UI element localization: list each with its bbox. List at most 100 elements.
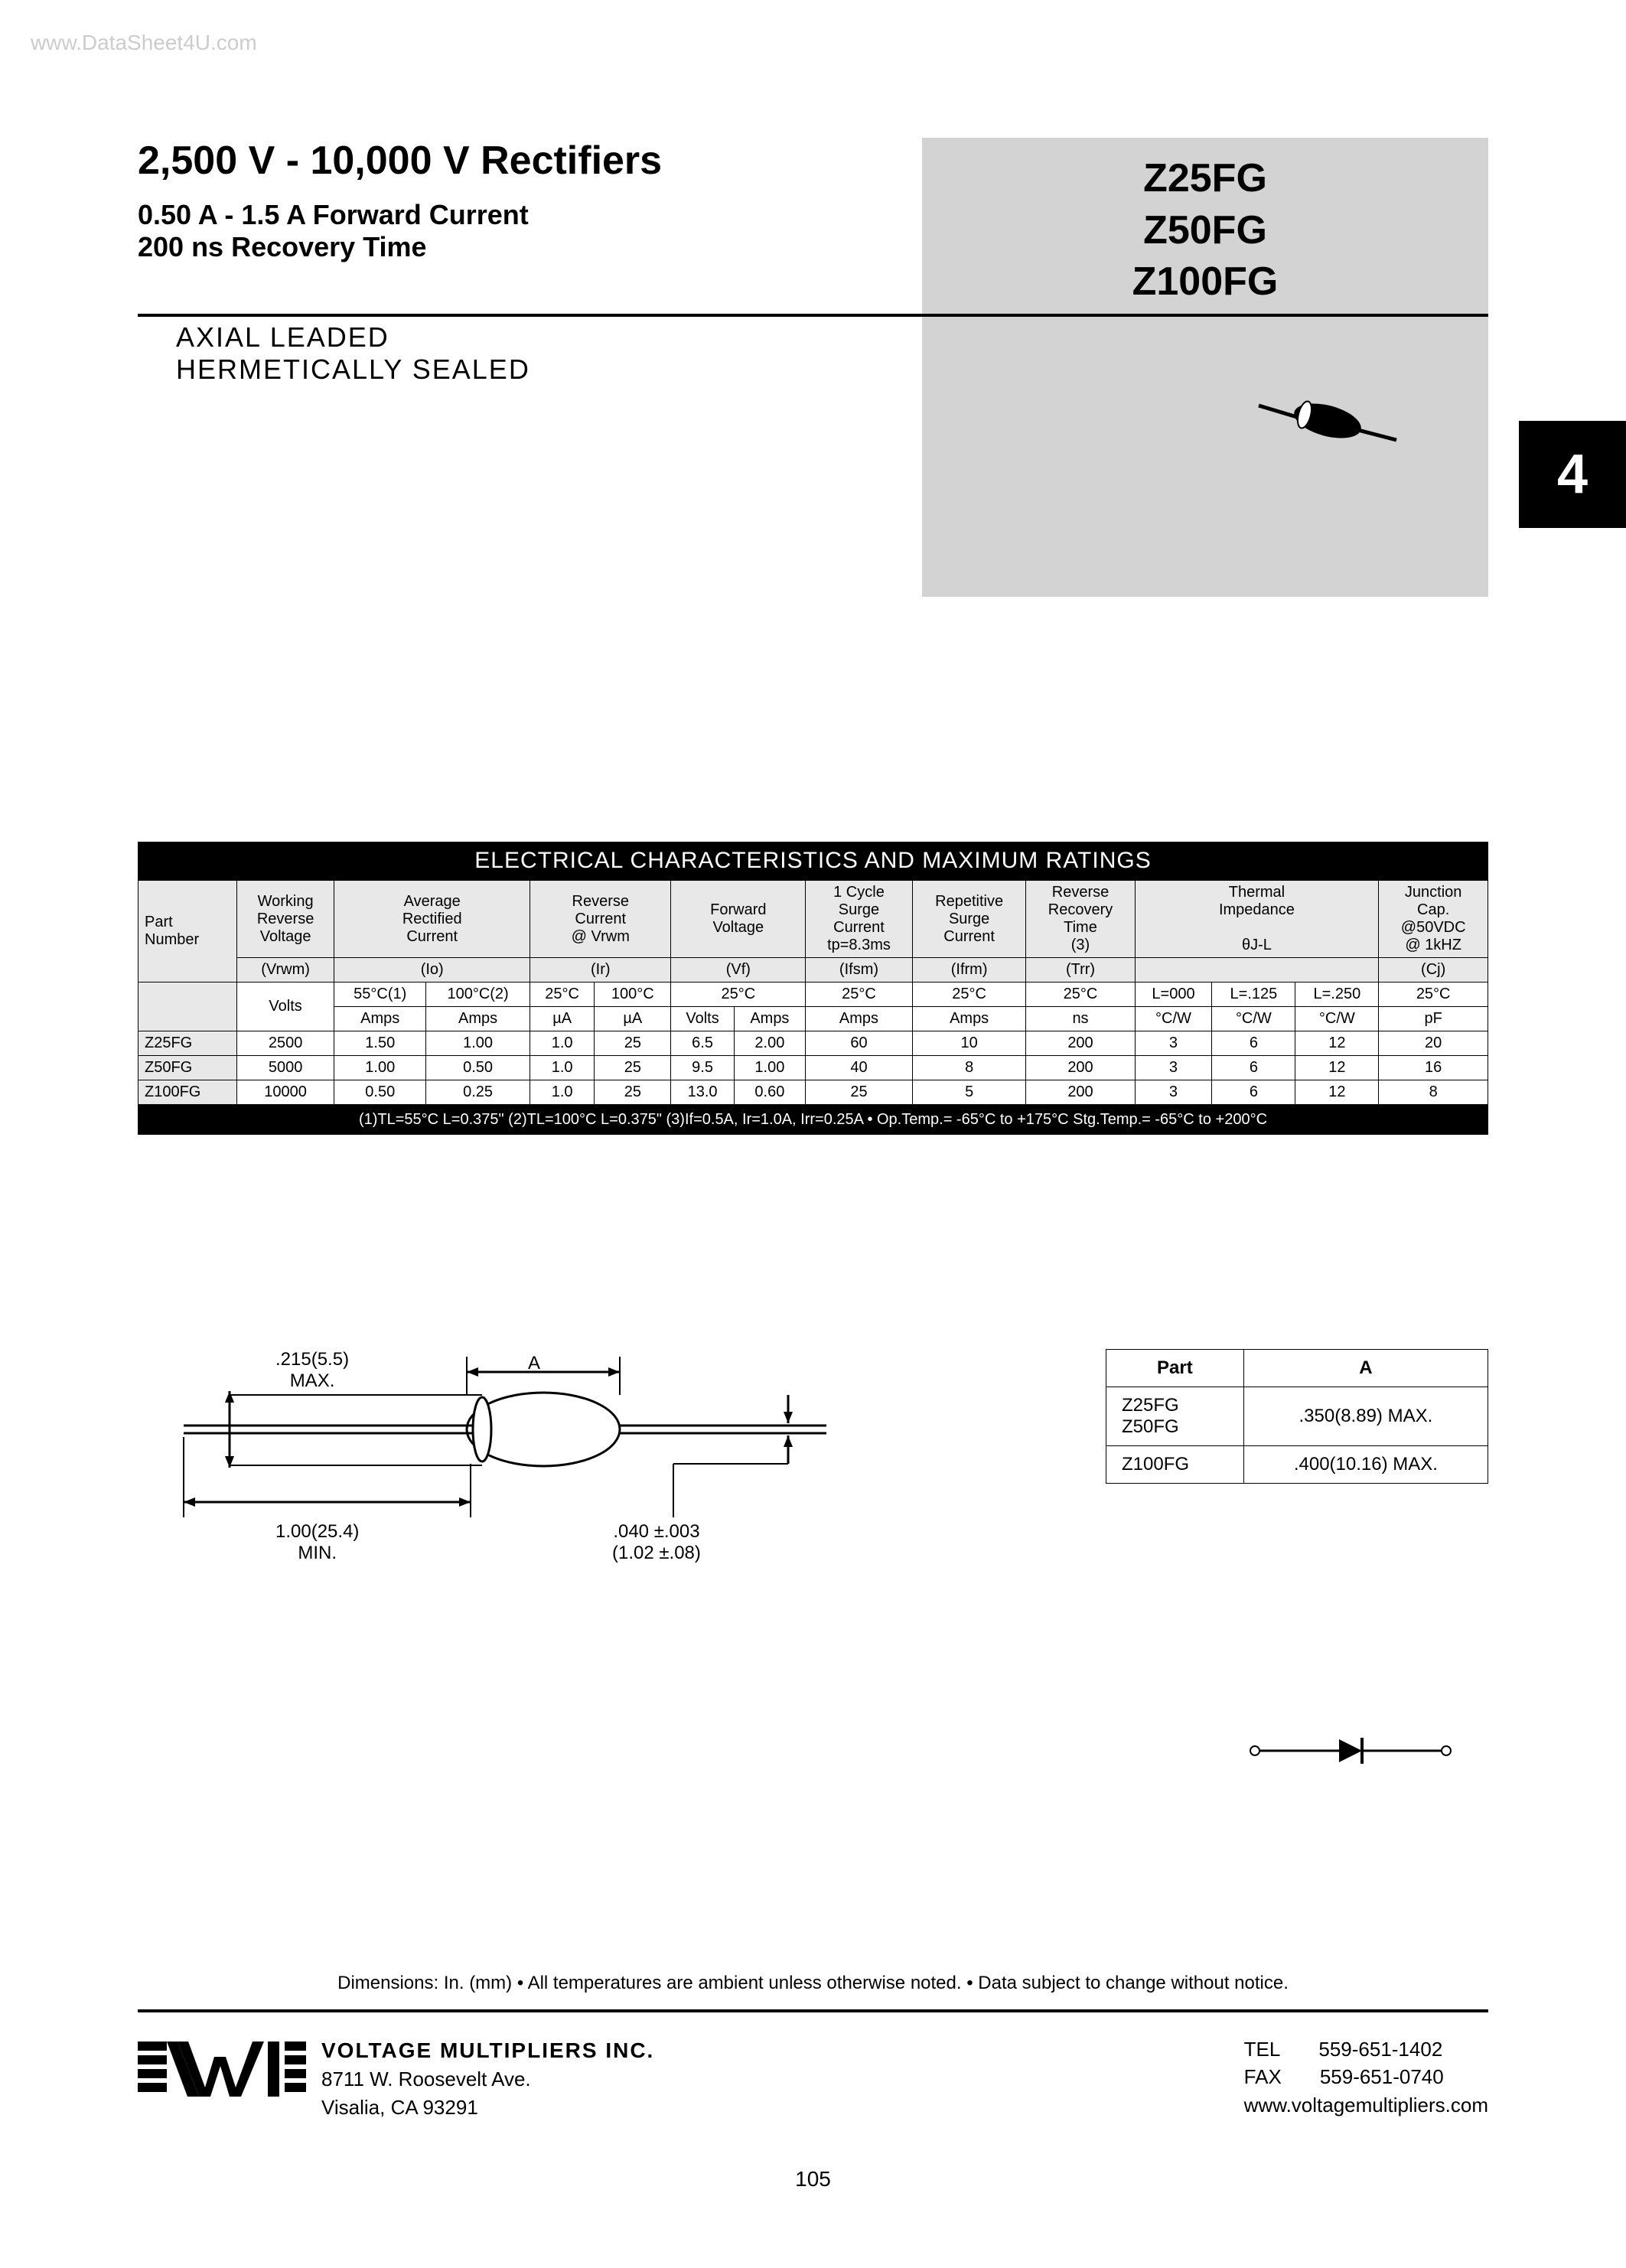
r0-vf2: 2.00	[734, 1031, 805, 1056]
r0-vf1: 6.5	[671, 1031, 734, 1056]
company-addr2: Visalia, CA 93291	[321, 2094, 654, 2121]
dim-r1-part: Z100FG	[1106, 1446, 1244, 1484]
sym-ifrm: (Ifrm)	[912, 958, 1026, 982]
dim-r1-a: .400(10.16) MAX.	[1243, 1446, 1488, 1484]
sym-cj: (Cj)	[1379, 958, 1488, 982]
r2-vf2: 0.60	[734, 1080, 805, 1105]
header-right-box: Z25FG Z50FG Z100FG	[922, 138, 1488, 597]
r2-trr: 200	[1026, 1080, 1135, 1105]
dim-label-1: .215(5.5)MAX.	[275, 1349, 349, 1392]
cond-25c-3: 25°C	[806, 982, 913, 1007]
sym-ir: (Ir)	[530, 958, 671, 982]
u-amps1: Amps	[334, 1007, 426, 1031]
section-tab: 4	[1519, 421, 1626, 528]
cond-volts: Volts	[236, 982, 334, 1031]
r0-t1: 3	[1135, 1031, 1212, 1056]
conditions-row: Volts 55°C(1) 100°C(2) 25°C 100°C 25°C 2…	[138, 982, 1488, 1007]
dim-header-row: Part A	[1106, 1350, 1488, 1387]
th-vf: ForwardVoltage	[671, 881, 806, 958]
r0-cj: 20	[1379, 1031, 1488, 1056]
dim-table-wrap: Part A Z25FGZ50FG .350(8.89) MAX. Z100FG…	[1106, 1349, 1488, 1484]
th-trr: ReverseRecoveryTime(3)	[1026, 881, 1135, 958]
th-ifsm: 1 CycleSurgeCurrenttp=8.3ms	[806, 881, 913, 958]
cond-25c-5: 25°C	[1026, 982, 1135, 1007]
dim-label-2: 1.00(25.4)MIN.	[275, 1521, 359, 1564]
u-amps2: Amps	[426, 1007, 530, 1031]
r2-ir2: 25	[595, 1080, 671, 1105]
r2-part: Z100FG	[138, 1080, 237, 1105]
r0-t3: 12	[1295, 1031, 1379, 1056]
r1-t2: 6	[1212, 1056, 1295, 1080]
dim-r0-part: Z25FGZ50FG	[1106, 1387, 1244, 1446]
th-io: AverageRectifiedCurrent	[334, 881, 530, 958]
sym-io: (Io)	[334, 958, 530, 982]
tel-value: 559-651-1402	[1318, 2035, 1442, 2063]
diagram-section: .215(5.5)MAX. A 1.00(25.4)MIN. .040 ±.00…	[138, 1349, 1488, 1594]
dim-row-1: Z100FG .400(10.16) MAX.	[1106, 1446, 1488, 1484]
header-row-1: PartNumber WorkingReverseVoltage Average…	[138, 881, 1488, 958]
r2-t2: 6	[1212, 1080, 1295, 1105]
th-ifrm: RepetitiveSurgeCurrent	[912, 881, 1026, 958]
th-thermal: ThermalImpedanceθJ-L	[1135, 881, 1379, 958]
dimension-table: Part A Z25FGZ50FG .350(8.89) MAX. Z100FG…	[1106, 1349, 1488, 1484]
company-info: VOLTAGE MULTIPLIERS INC. 8711 W. Rooseve…	[321, 2035, 654, 2121]
cond-25c-6: 25°C	[1379, 982, 1488, 1007]
r1-t1: 3	[1135, 1056, 1212, 1080]
page-number: 105	[138, 2167, 1488, 2191]
u-ua2: µA	[595, 1007, 671, 1031]
u-ns: ns	[1026, 1007, 1135, 1031]
r2-vrwm: 10000	[236, 1080, 334, 1105]
cond-25c-2: 25°C	[671, 982, 806, 1007]
u-cw2: °C/W	[1212, 1007, 1295, 1031]
header-row-2: (Vrwm) (Io) (Ir) (Vf) (Ifsm) (Ifrm) (Trr…	[138, 958, 1488, 982]
subtitle-1: 0.50 A - 1.5 A Forward Current	[138, 199, 922, 231]
dim-th-part: Part	[1106, 1350, 1244, 1387]
r0-io1: 1.50	[334, 1031, 426, 1056]
label-line-1: AXIAL LEADED	[176, 321, 530, 354]
r2-vf1: 13.0	[671, 1080, 734, 1105]
r2-ifsm: 25	[806, 1080, 913, 1105]
sym-vf: (Vf)	[671, 958, 806, 982]
r2-ifrm: 5	[912, 1080, 1026, 1105]
diode-component-icon	[1251, 375, 1404, 451]
r0-ir1: 1.0	[530, 1031, 595, 1056]
r2-t3: 12	[1295, 1080, 1379, 1105]
cond-l125: L=.125	[1212, 982, 1295, 1007]
spec-table: PartNumber WorkingReverseVoltage Average…	[138, 880, 1488, 1105]
u-ua1: µA	[530, 1007, 595, 1031]
data-row-1: Z50FG 5000 1.00 0.50 1.0 25 9.5 1.00 40 …	[138, 1056, 1488, 1080]
th-cj: JunctionCap.@50VDC@ 1kHZ	[1379, 881, 1488, 958]
r1-trr: 200	[1026, 1056, 1135, 1080]
r1-vf1: 9.5	[671, 1056, 734, 1080]
dim-r0-a: .350(8.89) MAX.	[1243, 1387, 1488, 1446]
header-left: 2,500 V - 10,000 V Rectifiers 0.50 A - 1…	[138, 138, 922, 263]
r0-ir2: 25	[595, 1031, 671, 1056]
dim-label-a: A	[528, 1353, 540, 1374]
r2-t1: 3	[1135, 1080, 1212, 1105]
r2-cj: 8	[1379, 1080, 1488, 1105]
r0-t2: 6	[1212, 1031, 1295, 1056]
r0-part: Z25FG	[138, 1031, 237, 1056]
r0-vrwm: 2500	[236, 1031, 334, 1056]
footer-right: TEL559-651-1402 FAX559-651-0740 www.volt…	[1244, 2035, 1488, 2121]
u-amps5: Amps	[912, 1007, 1026, 1031]
r1-vf2: 1.00	[734, 1056, 805, 1080]
r1-ir2: 25	[595, 1056, 671, 1080]
cond-100c: 100°C(2)	[426, 982, 530, 1007]
dim-label-3: .040 ±.003(1.02 ±.08)	[612, 1521, 701, 1564]
part-number-3: Z100FG	[922, 256, 1488, 308]
dim-row-0: Z25FGZ50FG .350(8.89) MAX.	[1106, 1387, 1488, 1446]
r2-ir1: 1.0	[530, 1080, 595, 1105]
company-name: VOLTAGE MULTIPLIERS INC.	[321, 2035, 654, 2065]
u-cw3: °C/W	[1295, 1007, 1379, 1031]
sym-thermal	[1135, 958, 1379, 982]
r0-io2: 1.00	[426, 1031, 530, 1056]
cond-100c-2: 100°C	[595, 982, 671, 1007]
dim-th-a: A	[1243, 1350, 1488, 1387]
u-volts: Volts	[671, 1007, 734, 1031]
r1-io1: 1.00	[334, 1056, 426, 1080]
cond-l250: L=.250	[1295, 982, 1379, 1007]
spec-table-section: ELECTRICAL CHARACTERISTICS AND MAXIMUM R…	[138, 842, 1488, 1135]
part-number-1: Z25FG	[922, 153, 1488, 205]
header-divider	[138, 314, 1488, 317]
